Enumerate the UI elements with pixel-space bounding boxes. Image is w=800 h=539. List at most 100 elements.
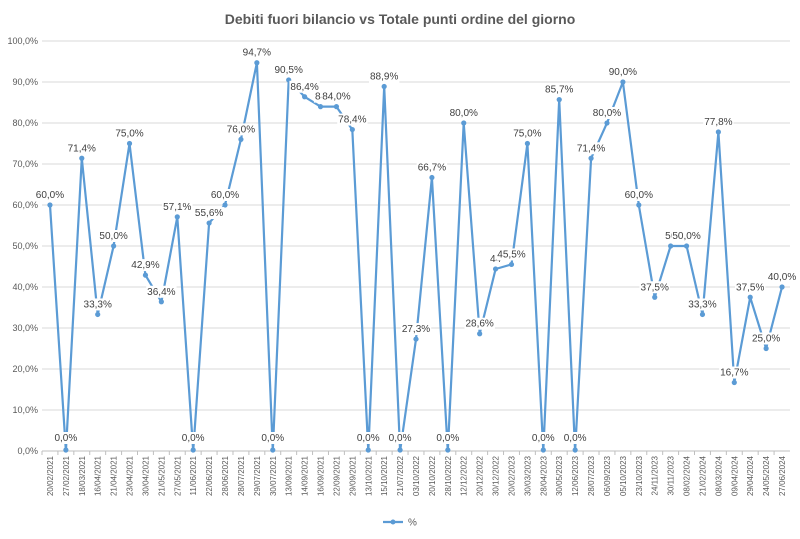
- data-point: [222, 202, 228, 208]
- data-point: [763, 345, 769, 352]
- data-point: [715, 129, 721, 135]
- data-label-bg: [530, 432, 556, 444]
- data-label: 44: [490, 254, 502, 265]
- data-point: [126, 140, 133, 147]
- data-point: [461, 120, 467, 126]
- data-label-bg: [355, 432, 381, 444]
- data-label: 80,0%: [450, 108, 478, 119]
- data-point: [508, 261, 515, 268]
- x-tick-label: 21/05/2021: [157, 455, 166, 496]
- data-label-bg: [53, 432, 79, 444]
- data-label-bg: [671, 230, 702, 242]
- data-label: 94,7%: [243, 48, 271, 59]
- data-label-bg: [435, 432, 461, 444]
- data-label: 50,0%: [99, 231, 127, 242]
- x-tick-label: 08/03/2024: [714, 455, 723, 496]
- data-label-bg: [130, 259, 161, 272]
- data-label-bg: [496, 248, 527, 261]
- x-tick-label: 21/07/2022: [396, 455, 405, 496]
- x-tick-label: 06/09/2023: [603, 455, 612, 496]
- data-label-bg: [400, 323, 432, 336]
- data-point: [779, 284, 785, 290]
- x-tick-label: 15/10/2021: [380, 455, 389, 496]
- data-label-bg: [225, 123, 257, 136]
- x-tick-label: 14/09/2021: [301, 455, 310, 496]
- data-label-bg: [260, 432, 286, 444]
- data-label: 28,6%: [465, 319, 493, 330]
- data-point: [381, 83, 387, 90]
- data-label: 60,0%: [211, 190, 239, 201]
- data-label: 84: [315, 92, 327, 103]
- data-label: 88,9%: [370, 72, 398, 83]
- data-label-bg: [114, 127, 145, 140]
- data-label-bg: [162, 200, 193, 213]
- data-point: [190, 447, 196, 453]
- data-label: 50: [665, 231, 677, 242]
- data-point: [445, 447, 451, 453]
- y-tick-label: 90,0%: [12, 77, 38, 87]
- data-label: 0,0%: [564, 433, 587, 444]
- data-point: [699, 311, 706, 318]
- data-point: [333, 104, 340, 110]
- y-tick-label: 10,0%: [12, 405, 38, 415]
- x-tick-label: 28/07/2021: [237, 455, 246, 496]
- data-label: 42,9%: [131, 260, 159, 271]
- x-tick-label: 24/11/2023: [651, 455, 660, 495]
- x-tick-label: 27/06/2024: [778, 455, 787, 496]
- data-label-bg: [416, 161, 448, 174]
- data-label-bg: [66, 142, 97, 155]
- data-label-bg: [98, 230, 129, 242]
- data-label-bg: [448, 107, 479, 119]
- data-label-bg: [750, 332, 782, 345]
- y-tick-label: 60,0%: [12, 200, 38, 210]
- data-point: [238, 136, 244, 142]
- x-tick-label: 27/02/2021: [62, 455, 71, 496]
- x-tick-label: 30/07/2021: [269, 455, 278, 496]
- data-label: 55,6%: [195, 208, 223, 219]
- data-point: [477, 331, 483, 337]
- x-tick-label: 20/12/2022: [476, 455, 485, 496]
- data-point: [174, 214, 180, 220]
- data-label: 0,0%: [182, 433, 205, 444]
- data-label-bg: [193, 207, 225, 220]
- y-tick-label: 70,0%: [12, 159, 38, 169]
- data-point: [747, 294, 753, 300]
- x-tick-label: 22/09/2021: [332, 455, 341, 496]
- data-label: 36,4%: [147, 287, 175, 298]
- data-point: [349, 126, 355, 133]
- data-point: [397, 447, 403, 453]
- x-tick-label: 18/03/2021: [78, 455, 87, 496]
- data-label-bg: [34, 189, 66, 201]
- data-label: 0,0%: [389, 433, 412, 444]
- x-tick-label: 09/04/2024: [730, 455, 739, 496]
- x-tick-label: 28/07/2023: [587, 455, 596, 496]
- y-tick-label: 20,0%: [12, 364, 38, 374]
- y-tick-label: 50,0%: [12, 241, 38, 251]
- x-tick-label: 11/06/2021: [189, 455, 198, 495]
- data-point: [254, 60, 260, 66]
- data-label: 33,3%: [688, 299, 716, 310]
- data-label-bg: [387, 432, 413, 444]
- data-label: 75,0%: [115, 129, 143, 140]
- data-label-bg: [464, 317, 495, 330]
- x-tick-label: 28/10/2022: [444, 455, 453, 496]
- data-point: [317, 104, 324, 110]
- data-label: 84,0%: [322, 92, 350, 103]
- data-label: 33,3%: [84, 299, 112, 310]
- chart-title: Debiti fuori bilancio vs Totale punti or…: [225, 11, 576, 27]
- data-label-bg: [719, 366, 750, 379]
- data-point: [492, 266, 499, 272]
- data-label-bg: [575, 142, 607, 155]
- data-label-bg: [544, 83, 575, 96]
- data-label-bg: [337, 113, 368, 126]
- data-point: [47, 202, 53, 208]
- legend: %: [383, 518, 417, 529]
- data-label: 76,0%: [227, 124, 255, 135]
- data-label: 90,5%: [275, 65, 303, 76]
- data-point: [63, 447, 69, 453]
- data-label: 85,7%: [545, 85, 573, 96]
- data-label: 27,3%: [402, 324, 430, 335]
- data-label-bg: [687, 298, 718, 311]
- data-point: [524, 140, 531, 147]
- data-labels: 60,0% 0,0% 71,4% 33,3% 50,0% 75,0% 42,9% 36,4% 5…: [34, 46, 798, 444]
